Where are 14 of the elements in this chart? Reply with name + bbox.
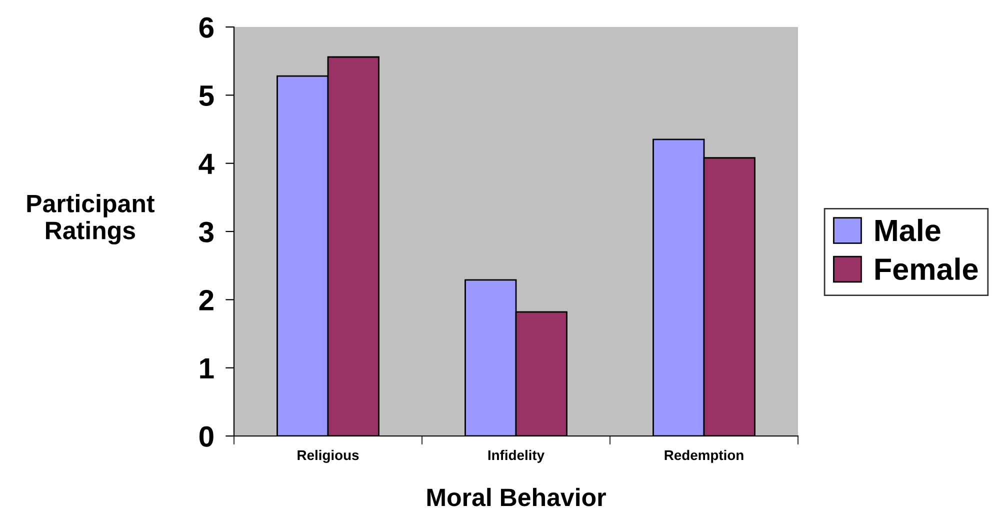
y-tick-label: 3: [199, 222, 214, 242]
y-axis-title: Participant Ratings: [27, 194, 154, 244]
x-tick-label: Redemption: [664, 450, 744, 463]
x-tick-label: Religious: [298, 450, 359, 463]
x-tick-label: Infidelity: [488, 450, 544, 463]
y-tick-label: 2: [199, 290, 214, 310]
y-tick-label: 5: [199, 86, 214, 106]
y-tick-label: 6: [199, 17, 214, 38]
legend-label: Male: [875, 218, 940, 242]
y-tick-label: 0: [199, 426, 214, 447]
legend-label: Female: [875, 258, 978, 280]
x-axis-title: Moral Behavior: [427, 488, 606, 506]
y-tick-label: 1: [200, 358, 214, 378]
y-tick-label: 4: [198, 154, 214, 174]
